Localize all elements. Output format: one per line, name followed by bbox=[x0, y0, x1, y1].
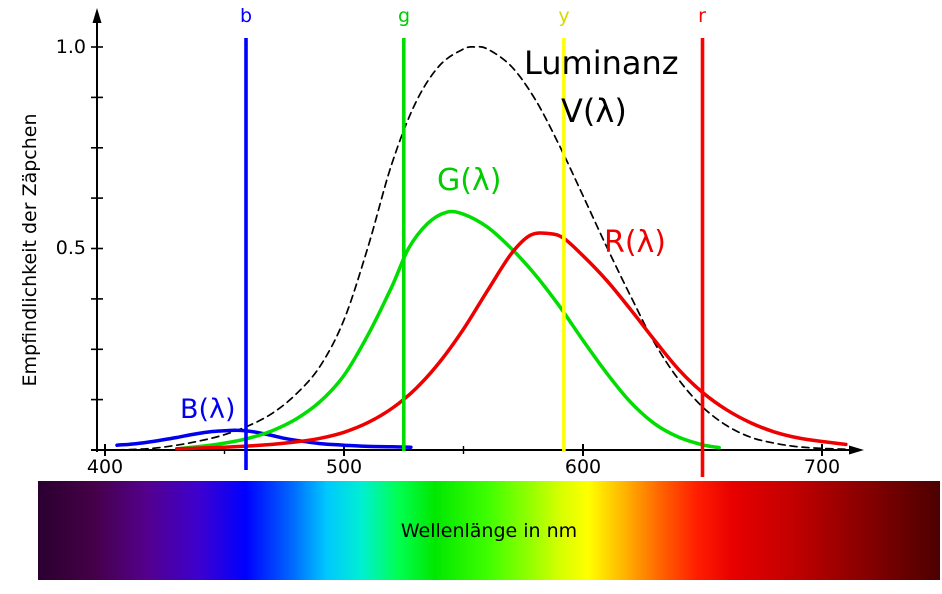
curve-label-red: R(λ) bbox=[604, 225, 667, 260]
y-tick-label-1.0: 1.0 bbox=[55, 36, 86, 58]
plot-area bbox=[91, 8, 864, 477]
x-tick-label-500: 500 bbox=[325, 456, 363, 478]
y-tick-label-0.5: 0.5 bbox=[55, 237, 86, 259]
x-tick-label-700: 700 bbox=[803, 456, 841, 478]
curve-label-luminance: Luminanz bbox=[524, 44, 679, 82]
curve-label-green: G(λ) bbox=[437, 163, 502, 198]
curve-label-v-lambda: V(λ) bbox=[561, 92, 627, 130]
vline-label-b: b bbox=[239, 5, 253, 27]
vline-label-y: y bbox=[558, 5, 570, 27]
x-tick-label-600: 600 bbox=[564, 456, 602, 478]
curve-label-blue: B(λ) bbox=[180, 394, 236, 425]
vline-label-r: r bbox=[698, 5, 706, 27]
vline-label-g: g bbox=[397, 5, 411, 27]
spectrum-bar: Wellenlänge in nm bbox=[38, 481, 940, 580]
x-tick-label-400: 400 bbox=[86, 456, 124, 478]
x-axis-title: Wellenlänge in nm bbox=[400, 519, 578, 542]
